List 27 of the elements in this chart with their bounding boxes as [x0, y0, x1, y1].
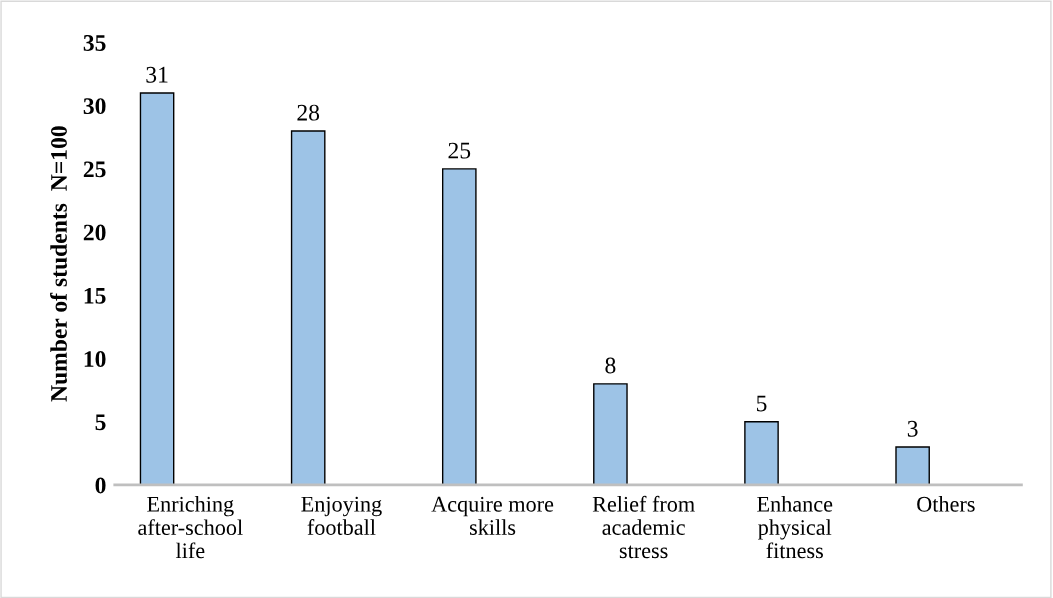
data-label: 25: [448, 142, 471, 159]
data-label: 3: [907, 420, 918, 437]
data-label: 28: [297, 104, 320, 121]
y-tick-label: 30: [83, 98, 106, 115]
bar: [139, 92, 175, 485]
y-tick-label: 5: [95, 414, 106, 431]
data-label: 5: [756, 395, 767, 412]
y-tick-label: 25: [83, 161, 106, 178]
bar: [441, 168, 477, 485]
x-tick-label: Enhance physical fitness: [757, 496, 833, 559]
bar: [290, 130, 326, 485]
data-label: 31: [146, 66, 168, 83]
x-tick-label: Others: [917, 496, 975, 512]
data-label: 8: [605, 357, 616, 374]
y-tick-label: 0: [95, 477, 106, 494]
y-tick-label: 15: [84, 287, 106, 304]
x-tick-label: Relief from academic stress: [592, 495, 695, 559]
bar: [895, 446, 930, 485]
y-tick-label: 35: [83, 35, 106, 51]
x-tick-label: Enriching after-school life: [138, 496, 243, 559]
y-tick-label: 10: [84, 351, 106, 367]
bar: [744, 421, 779, 485]
bar: [593, 383, 628, 485]
x-tick-label: Enjoying football: [301, 496, 382, 535]
y-axis-title: Number of students N=100: [50, 126, 67, 402]
y-tick-label: 20: [83, 224, 106, 241]
x-tick-label: Acquire more skills: [431, 496, 554, 535]
